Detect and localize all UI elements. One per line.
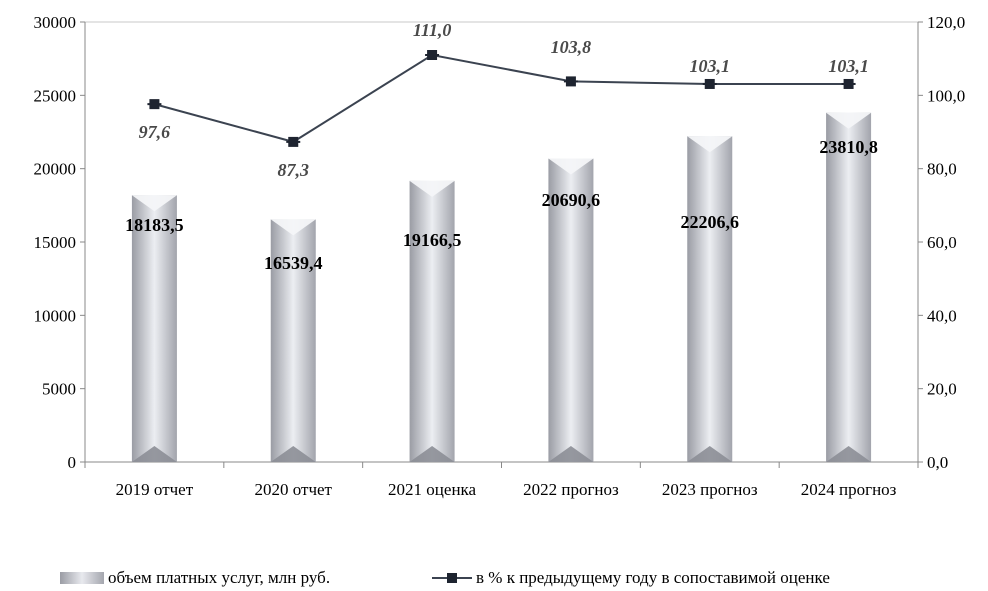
y-left-tick-label: 15000 xyxy=(34,233,77,252)
x-tick-label: 2019 отчет xyxy=(116,480,194,499)
bar-top-facet xyxy=(687,136,733,153)
percent-line xyxy=(154,53,849,143)
legend-item-line: в % к предыдущему году в сопоставимой оц… xyxy=(432,568,830,588)
bar-bottom-facet xyxy=(131,446,177,462)
bar-bottom-facet xyxy=(687,446,733,462)
bar xyxy=(270,219,316,462)
legend: объем платных услуг, млн руб. в % к пред… xyxy=(0,568,988,591)
bar xyxy=(826,112,872,462)
legend-bar-swatch xyxy=(60,572,104,584)
bar xyxy=(131,195,177,463)
plot-area-border xyxy=(84,21,919,463)
x-tick-label: 2022 прогноз xyxy=(523,480,619,499)
bar-top-facet xyxy=(270,219,316,236)
bar xyxy=(687,136,733,462)
bar-top-facet xyxy=(548,158,594,175)
bar-value-label: 22206,6 xyxy=(681,212,740,232)
percent-value-label: 103,8 xyxy=(551,37,592,57)
legend-item-bar: объем платных услуг, млн руб. xyxy=(60,568,330,588)
bar-bottom-facet xyxy=(548,446,594,462)
bar-value-label: 19166,5 xyxy=(403,230,462,250)
x-tick-label: 2020 отчет xyxy=(255,480,333,499)
bar-value-label: 18183,5 xyxy=(125,215,184,235)
y-right-tick-label: 60,0 xyxy=(927,233,957,252)
y-left-tick-label: 5000 xyxy=(42,380,76,399)
x-tick-label: 2024 прогноз xyxy=(801,480,897,499)
bar xyxy=(409,180,455,462)
legend-line-label: в % к предыдущему году в сопоставимой оц… xyxy=(476,568,830,587)
bar-top-facet xyxy=(131,195,177,212)
bar-value-label: 16539,4 xyxy=(264,253,323,273)
percent-value-label: 87,3 xyxy=(278,160,310,180)
bar-bottom-facet xyxy=(409,446,455,462)
y-right-tick-label: 40,0 xyxy=(927,306,957,325)
y-right-tick-label: 100,0 xyxy=(927,86,965,105)
bar-value-label: 20690,6 xyxy=(542,190,601,210)
x-tick-label: 2021 оценка xyxy=(388,480,476,499)
y-left-tick-label: 0 xyxy=(68,453,77,472)
y-right-tick-label: 120,0 xyxy=(927,13,965,32)
y-right-tick-label: 20,0 xyxy=(927,380,957,399)
percent-value-label: 103,1 xyxy=(690,56,731,76)
y-right-tick-label: 80,0 xyxy=(927,160,957,179)
y-right-tick-label: 0,0 xyxy=(927,453,948,472)
bar-top-facet xyxy=(826,112,872,129)
percent-value-label: 97,6 xyxy=(139,122,171,142)
x-tick-label: 2023 прогноз xyxy=(662,480,758,499)
percent-value-label: 111,0 xyxy=(413,20,452,40)
bar-bottom-facet xyxy=(826,446,872,462)
bar xyxy=(548,158,594,462)
legend-bar-label: объем платных услуг, млн руб. xyxy=(108,568,331,587)
bar-top-facet xyxy=(409,180,455,197)
chart-plot: 0 5000 10000 15000 20000 25000 30000 0,0 20,0 40,… xyxy=(34,13,966,499)
y-left-tick-label: 25000 xyxy=(34,86,77,105)
y-left-tick-label: 10000 xyxy=(34,306,77,325)
y-left-tick-label: 30000 xyxy=(34,13,77,32)
legend-line-swatch xyxy=(432,571,472,585)
percent-value-label: 103,1 xyxy=(828,56,869,76)
y-left-tick-label: 20000 xyxy=(34,160,77,179)
bar-bottom-facet xyxy=(270,446,316,462)
bar-value-label: 23810,8 xyxy=(819,137,878,157)
